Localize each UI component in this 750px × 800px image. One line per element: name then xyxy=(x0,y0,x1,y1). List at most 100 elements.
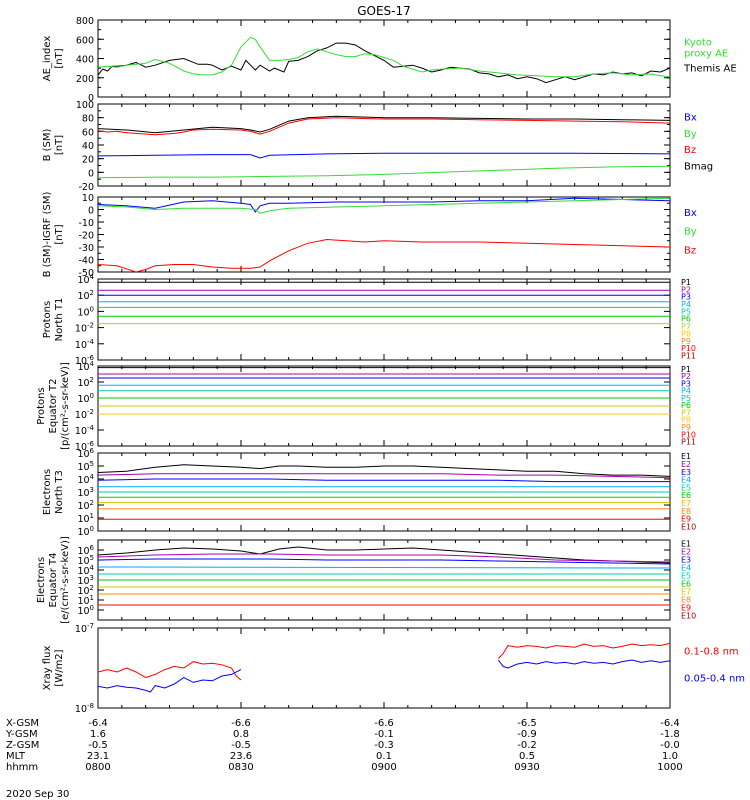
y-tick-label: 102 xyxy=(77,499,94,512)
legend-entry: E3 xyxy=(681,555,691,564)
legend-entry: E4 xyxy=(681,563,691,572)
x-axis-cell: -6.5 xyxy=(517,718,537,729)
legend-entry: 0.1-0.8 nm xyxy=(684,647,739,658)
legend-entry: P4 xyxy=(681,387,691,396)
legend-entry: E8 xyxy=(681,507,691,516)
x-axis-cell: -6.6 xyxy=(374,718,394,729)
panel-2: -20 0 20 40 60 80 100 B (SM) [nT] Bx By Bz Bmag xyxy=(42,100,713,193)
legend-entry: E7 xyxy=(681,587,691,596)
series-line-e1 xyxy=(98,546,670,564)
series-line-e3 xyxy=(98,558,670,565)
legend-entry: E3 xyxy=(681,468,691,477)
y-axis-label: Xray flux xyxy=(42,646,53,691)
x-axis-cell: -0.1 xyxy=(374,729,394,740)
y-axis-label: [W/m2] xyxy=(54,649,65,686)
y-tick-label: 105 xyxy=(77,460,94,473)
legend-entry: P5 xyxy=(681,394,691,403)
y-tick-label: 60 xyxy=(82,127,94,138)
x-axis-cell: 1.0 xyxy=(662,751,678,762)
legend-entry: P10 xyxy=(681,344,696,353)
date-label: 2020 Sep 30 xyxy=(6,789,69,800)
series-line-bx xyxy=(98,197,670,213)
y-tick-label: 0 xyxy=(88,93,94,104)
x-axis-cell: -0.0 xyxy=(660,740,680,751)
legend-entry: By xyxy=(684,129,697,140)
y-axis-label: [nT] xyxy=(54,135,65,155)
x-axis-row-label: Y-GSM xyxy=(5,729,38,740)
x-axis-cell: -0.5 xyxy=(88,740,108,751)
legend-entry: P10 xyxy=(681,430,696,439)
y-axis-label: B (SM) xyxy=(42,128,53,161)
y-tick-label: 10-4 xyxy=(75,424,95,437)
x-axis-cell: -6.4 xyxy=(660,718,680,729)
series-line-bmag xyxy=(98,115,670,134)
series-line-0-1-0-8-nm xyxy=(498,642,670,659)
x-axis-cell: -1.8 xyxy=(660,729,680,740)
y-tick-label: 106 xyxy=(77,544,94,557)
y-tick-label: 0 xyxy=(88,168,94,179)
y-tick-label: 0 xyxy=(88,206,94,217)
legend-entry: P8 xyxy=(681,329,691,338)
panel-8: 10-8 10-7 Xray flux [W/m2] 0.1-0.8 nm 0.05-0.… xyxy=(42,622,745,715)
y-tick-label: 600 xyxy=(76,35,94,46)
series-line-bx xyxy=(98,152,670,159)
legend-entry: E1 xyxy=(681,539,691,548)
y-tick-label: -20 xyxy=(78,182,94,193)
legend-entry: P7 xyxy=(681,408,691,417)
legend-entry: P6 xyxy=(681,401,691,410)
legend-entry: P9 xyxy=(681,337,691,346)
y-axis-label: [p/(cm²-s-sr-keV)] xyxy=(60,362,71,450)
y-tick-label: -40 xyxy=(78,256,94,267)
y-tick-label: 10-8 xyxy=(75,702,94,715)
y-tick-label: 10 xyxy=(82,193,94,204)
y-tick-label: 100 xyxy=(77,392,94,405)
legend-entry: Bmag xyxy=(684,162,713,173)
y-tick-label: 100 xyxy=(77,525,94,538)
y-tick-label: 200 xyxy=(76,74,94,85)
legend-entry: 0.05-0.4 nm xyxy=(684,673,745,684)
legend-entry: E8 xyxy=(681,595,691,604)
legend-entry: E5 xyxy=(681,483,691,492)
legend-entry: P11 xyxy=(681,438,696,447)
legend-entry: Kyoto xyxy=(684,38,712,49)
series-line-by xyxy=(98,197,670,214)
y-tick-label: 104 xyxy=(77,564,94,577)
y-tick-label: 20 xyxy=(82,155,94,166)
series-line-e4 xyxy=(98,566,670,569)
legend-entry: Bz xyxy=(684,145,696,156)
series-line-e2 xyxy=(98,473,670,479)
y-tick-label: 10-7 xyxy=(75,622,94,635)
legend-entry: E6 xyxy=(681,491,691,500)
legend-entry: E4 xyxy=(681,476,691,485)
y-tick-label: 106 xyxy=(77,447,94,460)
legend-entry: proxy AE xyxy=(684,49,728,60)
y-axis-label: [nT] xyxy=(54,48,65,68)
y-tick-label: 103 xyxy=(77,486,94,499)
series-line-e1 xyxy=(98,464,670,477)
legend-entry: E10 xyxy=(681,611,696,620)
y-tick-label: 10-6 xyxy=(75,440,95,453)
legend-entry: P2 xyxy=(681,372,691,381)
x-axis-cell: -6.4 xyxy=(88,718,108,729)
legend-entry: By xyxy=(684,227,697,238)
legend-entry: P1 xyxy=(681,278,691,287)
legend-entry: E9 xyxy=(681,603,691,612)
legend-entry: P7 xyxy=(681,322,691,331)
y-tick-label: 105 xyxy=(77,554,94,567)
legend-entry: P1 xyxy=(681,365,691,374)
series-line-0-05-0-4-nm xyxy=(497,659,670,669)
y-axis-label: Equator T4 xyxy=(48,553,59,608)
y-tick-label: 104 xyxy=(77,360,94,373)
legend-entry: Themis AE xyxy=(683,63,737,74)
y-axis-label: [e/(cm²-s-sr-keV)] xyxy=(60,536,71,624)
legend-entry: E7 xyxy=(681,499,691,508)
legend-entry: P4 xyxy=(681,300,691,309)
y-tick-label: 10-2 xyxy=(75,408,94,421)
x-axis-cell: 1000 xyxy=(657,762,682,773)
panel-3: -50-40 -30-20 -100 10 B (SM)-IGRF (SM) [nT] Bx… xyxy=(42,192,697,279)
panel-5: 10-6 10-4 10-2 100 102 104 Protons Equator T2 [p… xyxy=(36,360,696,453)
y-tick-label: -20 xyxy=(78,231,94,242)
